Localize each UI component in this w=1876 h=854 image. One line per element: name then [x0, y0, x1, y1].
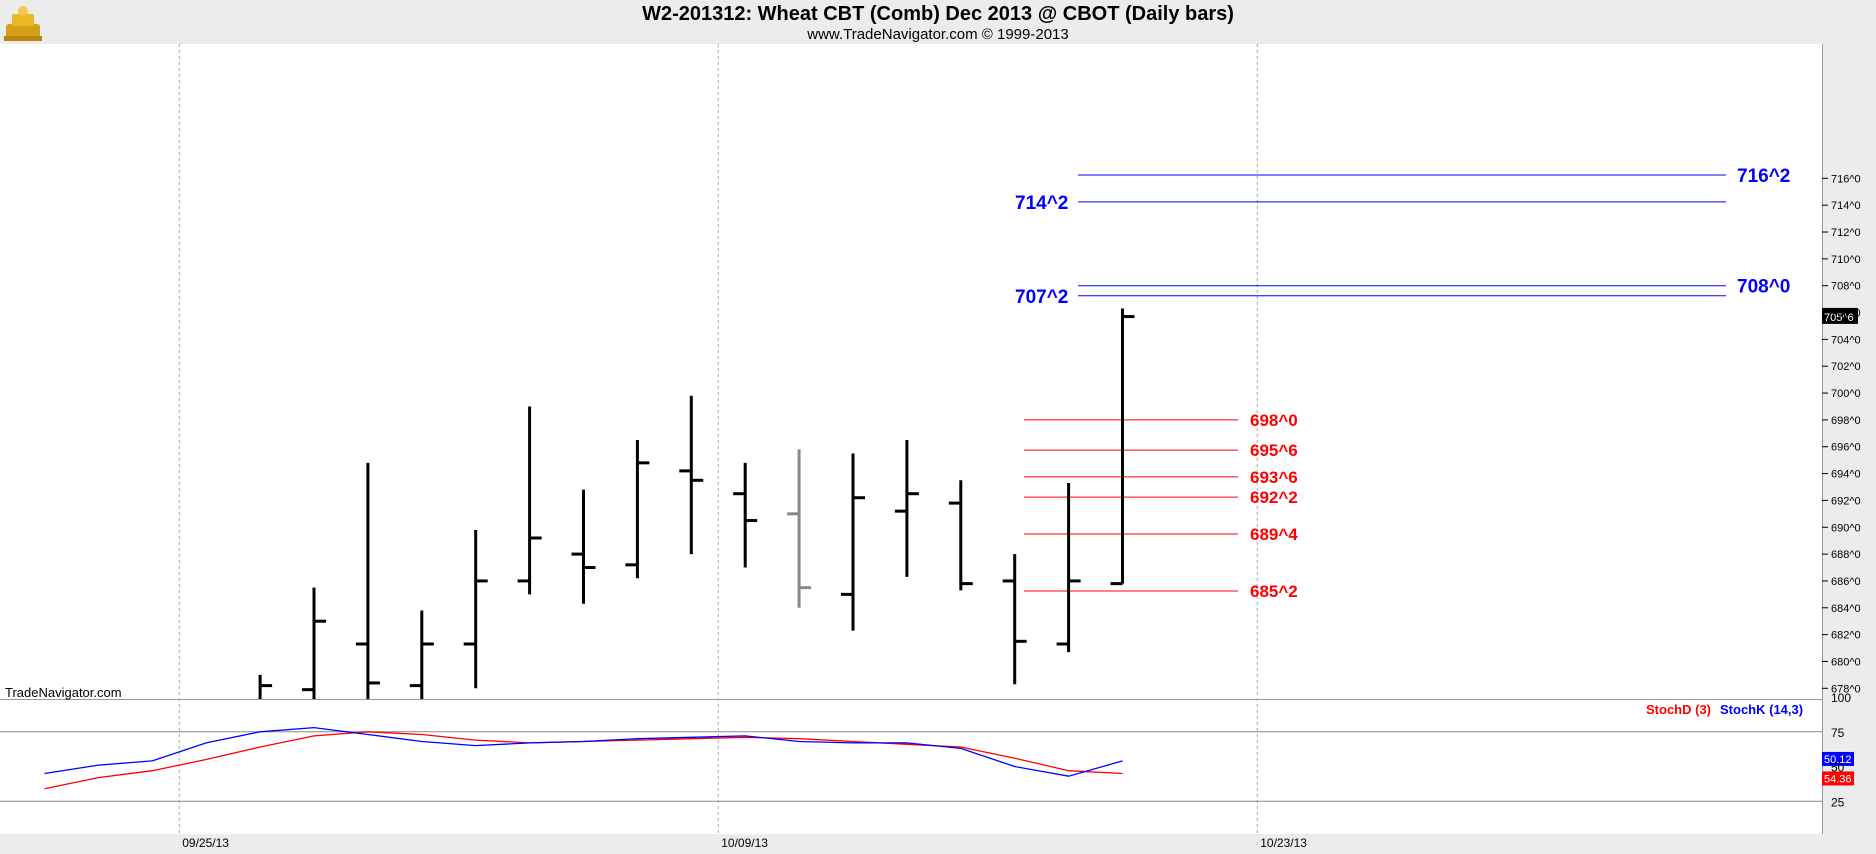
support-label: 685^2 — [1250, 582, 1298, 601]
y-tick-label: 704^0 — [1831, 334, 1861, 346]
chart-title: W2-201312: Wheat CBT (Comb) Dec 2013 @ C… — [642, 3, 1234, 25]
support-label: 692^2 — [1250, 488, 1298, 507]
support-label: 693^6 — [1250, 468, 1298, 487]
legend-stochd: StochD (3) — [1646, 702, 1711, 717]
current-price-tag — [1822, 307, 1858, 324]
y-tick-label: 700^0 — [1831, 388, 1861, 400]
y-tick-label: 686^0 — [1831, 576, 1861, 588]
y-tick-label: 684^0 — [1831, 603, 1861, 615]
y-tick-label: 678^0 — [1831, 683, 1861, 695]
x-tick-label: 10/23/13 — [1260, 836, 1307, 850]
ohlc-bars: 705^6 — [258, 307, 1858, 699]
y-tick-label: 692^0 — [1831, 495, 1861, 507]
stoch-value-tag — [1822, 751, 1854, 766]
grid-lines — [0, 44, 1822, 834]
axis-labels: 09/25/13 10/09/13 10/23/13 678^0 680^0 682^0 6… — [182, 173, 1860, 850]
y-tick-label: 712^0 — [1831, 227, 1861, 239]
y-tick-label: 688^0 — [1831, 549, 1861, 561]
stoch-value-label: 50.12 — [1824, 754, 1852, 766]
legend-stochk: StochK (14,3) — [1720, 702, 1803, 717]
resistance-label: 716^2 — [1737, 166, 1790, 187]
y-tick-label: 694^0 — [1831, 469, 1861, 481]
y-tick-label: 714^0 — [1831, 200, 1861, 212]
support-label: 698^0 — [1250, 411, 1298, 430]
stoch-tick-label: 50 — [1831, 761, 1845, 775]
x-tick-label: 10/09/13 — [721, 836, 768, 850]
stochk-line — [44, 726, 1123, 777]
stoch-value-tag — [1822, 771, 1854, 786]
stoch-tick-label: 75 — [1831, 726, 1845, 740]
price-panel — [0, 44, 1822, 699]
y-tick-label: 716^0 — [1831, 173, 1861, 185]
resistance-label: 708^0 — [1737, 277, 1790, 298]
y-tick-label: 710^0 — [1831, 254, 1861, 266]
y-tick-label: 682^0 — [1831, 630, 1861, 642]
watermark: TradeNavigator.com — [5, 685, 122, 700]
y-tick-label: 708^0 — [1831, 281, 1861, 293]
level-lines: 716^2 714^2 708^0 707^2 698^0 695^6 693^6692^2… — [1015, 166, 1790, 601]
y-tick-label: 706^0 — [1831, 308, 1861, 320]
x-tick-label: 09/25/13 — [182, 836, 229, 850]
support-label: 695^6 — [1250, 441, 1298, 460]
stoch-tick-label: 100 — [1831, 691, 1851, 705]
y-tick-label: 680^0 — [1831, 656, 1861, 668]
y-tick-label: 698^0 — [1831, 415, 1861, 427]
support-label: 689^4 — [1250, 525, 1298, 544]
y-tick-label: 690^0 — [1831, 522, 1861, 534]
resistance-label: 707^2 — [1015, 287, 1068, 308]
current-price-label: 705^6 — [1824, 312, 1854, 324]
stoch-tick-label: 25 — [1831, 795, 1845, 809]
stochastic-lines: 50.12 54.36 — [44, 726, 1854, 790]
stoch-panel — [0, 700, 1822, 834]
resistance-label: 714^2 — [1015, 193, 1068, 214]
chart-subtitle: www.TradeNavigator.com © 1999-2013 — [807, 26, 1069, 43]
y-tick-label: 696^0 — [1831, 442, 1861, 454]
stoch-value-label: 54.36 — [1824, 773, 1852, 785]
y-tick-label: 702^0 — [1831, 361, 1861, 373]
trade-navigator-logo — [4, 6, 42, 41]
